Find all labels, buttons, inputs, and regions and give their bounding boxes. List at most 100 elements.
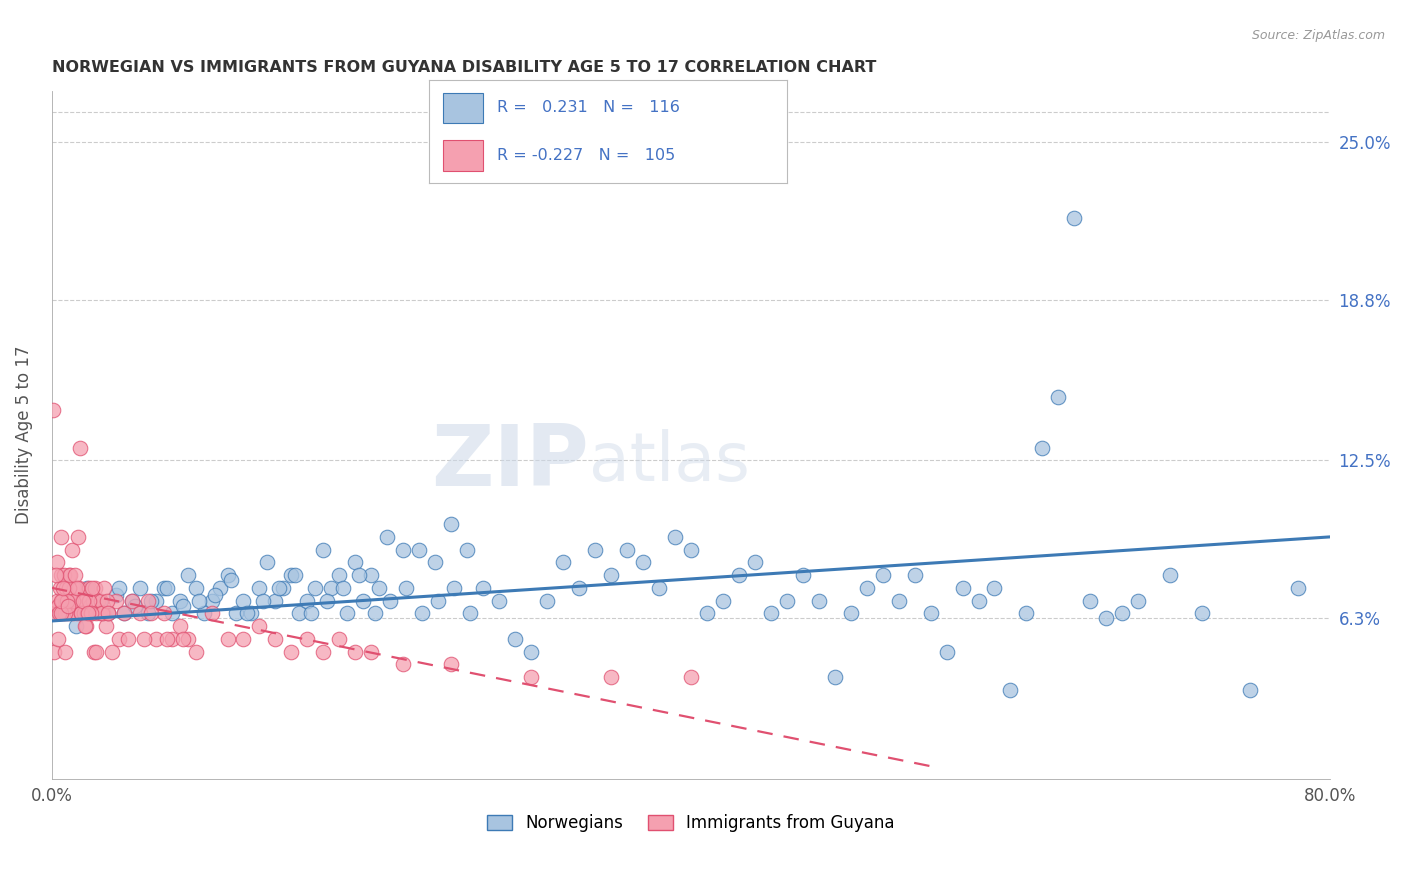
Point <box>363 607 385 621</box>
Point <box>520 670 543 684</box>
Point <box>97 607 120 621</box>
Point <box>76 607 98 621</box>
Point <box>344 555 367 569</box>
Point <box>48 581 70 595</box>
Point <box>392 657 415 672</box>
Point <box>128 607 150 621</box>
Point <box>46 555 69 569</box>
Point <box>224 607 246 621</box>
Point <box>48 607 70 621</box>
Point <box>91 607 114 621</box>
Point <box>280 568 302 582</box>
Point <box>75 593 97 607</box>
Point <box>91 607 114 621</box>
Legend: Norwegians, Immigrants from Guyana: Norwegians, Immigrants from Guyana <box>486 814 894 832</box>
Point <box>184 581 207 595</box>
Point <box>568 581 591 595</box>
Point <box>121 593 143 607</box>
Point <box>45 593 67 607</box>
Point <box>139 593 162 607</box>
Point <box>67 530 90 544</box>
Point <box>312 542 335 557</box>
Point <box>91 607 114 621</box>
Point <box>45 568 67 582</box>
Point <box>108 632 131 646</box>
Point <box>136 607 159 621</box>
Point <box>304 581 326 595</box>
Point <box>1111 607 1133 621</box>
Point <box>711 593 734 607</box>
Point <box>267 581 290 595</box>
Point <box>336 607 359 621</box>
Point <box>56 593 79 607</box>
Point <box>51 568 73 582</box>
Text: R = -0.227   N =   105: R = -0.227 N = 105 <box>496 148 675 162</box>
Point <box>60 542 83 557</box>
Point <box>600 670 623 684</box>
Point <box>427 593 450 607</box>
Point <box>69 441 91 455</box>
Point <box>952 581 974 595</box>
Point <box>284 568 307 582</box>
Point <box>204 589 226 603</box>
Point <box>134 632 156 646</box>
Text: Source: ZipAtlas.com: Source: ZipAtlas.com <box>1251 29 1385 42</box>
Point <box>97 607 120 621</box>
Point <box>160 632 183 646</box>
Point <box>273 581 295 595</box>
Point <box>187 593 209 607</box>
Point <box>903 568 925 582</box>
Point <box>49 593 72 607</box>
Point <box>219 573 242 587</box>
Point <box>648 581 671 595</box>
FancyBboxPatch shape <box>443 140 482 170</box>
Point <box>117 632 139 646</box>
Point <box>80 607 103 621</box>
Point <box>80 599 103 613</box>
Point <box>759 607 782 621</box>
Point <box>299 607 322 621</box>
Point <box>69 607 91 621</box>
Point <box>232 593 254 607</box>
Point <box>41 402 63 417</box>
Point <box>664 530 686 544</box>
Point <box>631 555 654 569</box>
Point <box>76 607 98 621</box>
Point <box>1128 593 1150 607</box>
Point <box>1286 581 1309 595</box>
Point <box>727 568 749 582</box>
Point <box>321 581 343 595</box>
Point <box>824 670 846 684</box>
Point <box>62 607 84 621</box>
Point <box>58 581 80 595</box>
Point <box>252 593 274 607</box>
Point <box>360 568 382 582</box>
Point <box>807 593 830 607</box>
Point <box>160 607 183 621</box>
Point <box>101 644 124 658</box>
Point <box>86 644 108 658</box>
Point <box>240 607 263 621</box>
Point <box>67 581 90 595</box>
Point <box>425 555 447 569</box>
Point <box>395 581 418 595</box>
Point <box>1080 593 1102 607</box>
Point <box>86 607 108 621</box>
Point <box>440 517 463 532</box>
Point <box>920 607 942 621</box>
Point <box>52 607 75 621</box>
Point <box>744 555 766 569</box>
Point <box>328 568 350 582</box>
Point <box>70 607 93 621</box>
Point <box>200 593 222 607</box>
Point <box>51 607 73 621</box>
Point <box>235 607 257 621</box>
Point <box>392 542 415 557</box>
Point <box>264 593 287 607</box>
Point <box>89 593 111 607</box>
Point <box>53 607 76 621</box>
FancyBboxPatch shape <box>443 93 482 123</box>
Point <box>80 607 103 621</box>
Point <box>411 607 433 621</box>
Point <box>217 632 239 646</box>
